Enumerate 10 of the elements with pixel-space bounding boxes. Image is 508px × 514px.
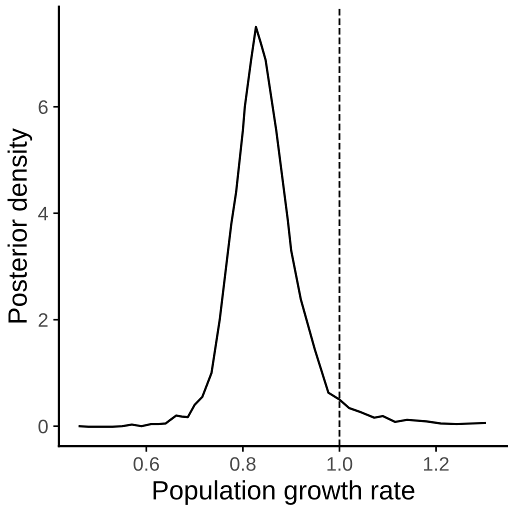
x-tick-label: 1.2 xyxy=(424,457,449,471)
x-tick-label: 0.8 xyxy=(230,457,256,471)
x-tick-label: 0.6 xyxy=(134,457,159,471)
x-tick-label: 1.0 xyxy=(327,457,352,471)
y-axis-title: Posterior density xyxy=(8,128,32,323)
y-tick-label: 6 xyxy=(38,100,48,114)
y-tick-label: 4 xyxy=(38,206,48,220)
x-axis-title: Population growth rate xyxy=(154,480,414,505)
y-tick-label: 0 xyxy=(38,420,48,434)
y-tick-label: 2 xyxy=(38,313,48,327)
